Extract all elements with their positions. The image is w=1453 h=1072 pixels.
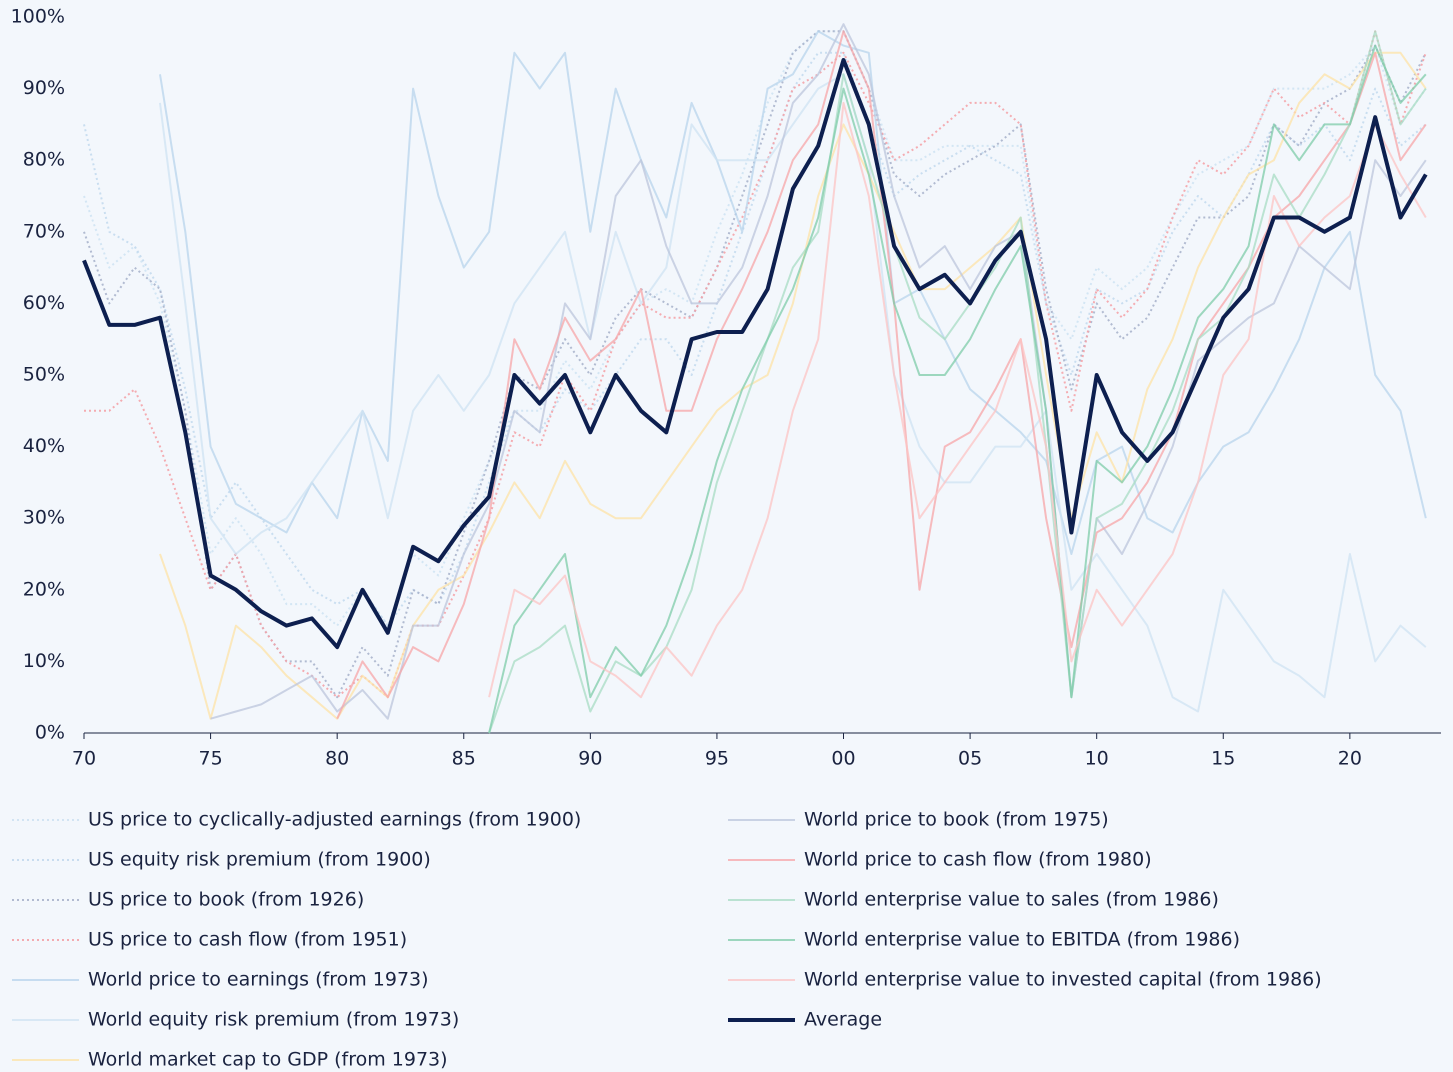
legend-label: US price to book (from 1926): [88, 889, 364, 911]
series-line: [84, 30, 1427, 699]
x-tick-label: 80: [325, 748, 349, 770]
legend-label: World enterprise value to sales (from 19…: [804, 889, 1219, 911]
legend-label: World equity risk premium (from 1973): [88, 1009, 459, 1031]
y-tick-label: 70%: [23, 220, 65, 242]
x-tick-label: 85: [452, 748, 476, 770]
y-tick-label: 30%: [23, 507, 65, 529]
legend-label: World price to earnings (from 1973): [88, 969, 429, 991]
series-line: [488, 44, 1427, 734]
series-line: [488, 101, 1427, 699]
series-line: [159, 30, 1427, 555]
legend-label: World enterprise value to invested capit…: [804, 969, 1322, 991]
legend-label: World market cap to GDP (from 1973): [88, 1049, 448, 1071]
y-tick-label: 40%: [23, 435, 65, 457]
legend-label: World price to book (from 1975): [804, 809, 1109, 831]
x-tick-label: 75: [198, 748, 222, 770]
series-line: [210, 23, 1427, 720]
legend-label: US price to cash flow (from 1951): [88, 929, 407, 951]
series-line: [159, 51, 1427, 720]
y-tick-label: 50%: [23, 364, 65, 386]
y-tick-label: 80%: [23, 149, 65, 171]
x-tick-label: 10: [1085, 748, 1109, 770]
x-tick-label: 95: [705, 748, 729, 770]
y-tick-label: 20%: [23, 578, 65, 600]
legend-label: US equity risk premium (from 1900): [88, 849, 431, 871]
legend-label: World price to cash flow (from 1980): [804, 849, 1152, 871]
series-line: [83, 51, 1427, 627]
x-tick-label: 70: [72, 748, 96, 770]
x-tick-label: 05: [958, 748, 982, 770]
y-tick-label: 90%: [23, 77, 65, 99]
series-line: [488, 30, 1427, 734]
y-tick-label: 100%: [11, 6, 65, 28]
legend-label: Average: [804, 1009, 882, 1031]
x-tick-label: 20: [1338, 748, 1362, 770]
series-line: [159, 73, 1427, 713]
series-line: [82, 58, 1428, 650]
legend-label: US price to cyclically-adjusted earnings…: [88, 809, 581, 831]
x-tick-label: 15: [1211, 748, 1235, 770]
y-tick-label: 0%: [35, 722, 65, 744]
legend-label: World enterprise value to EBITDA (from 1…: [804, 929, 1240, 951]
x-tick-label: 00: [831, 748, 855, 770]
x-tick-label: 90: [578, 748, 602, 770]
y-tick-label: 10%: [23, 650, 65, 672]
y-tick-label: 60%: [23, 292, 65, 314]
series-line: [336, 30, 1427, 720]
series-line: [83, 30, 1427, 627]
